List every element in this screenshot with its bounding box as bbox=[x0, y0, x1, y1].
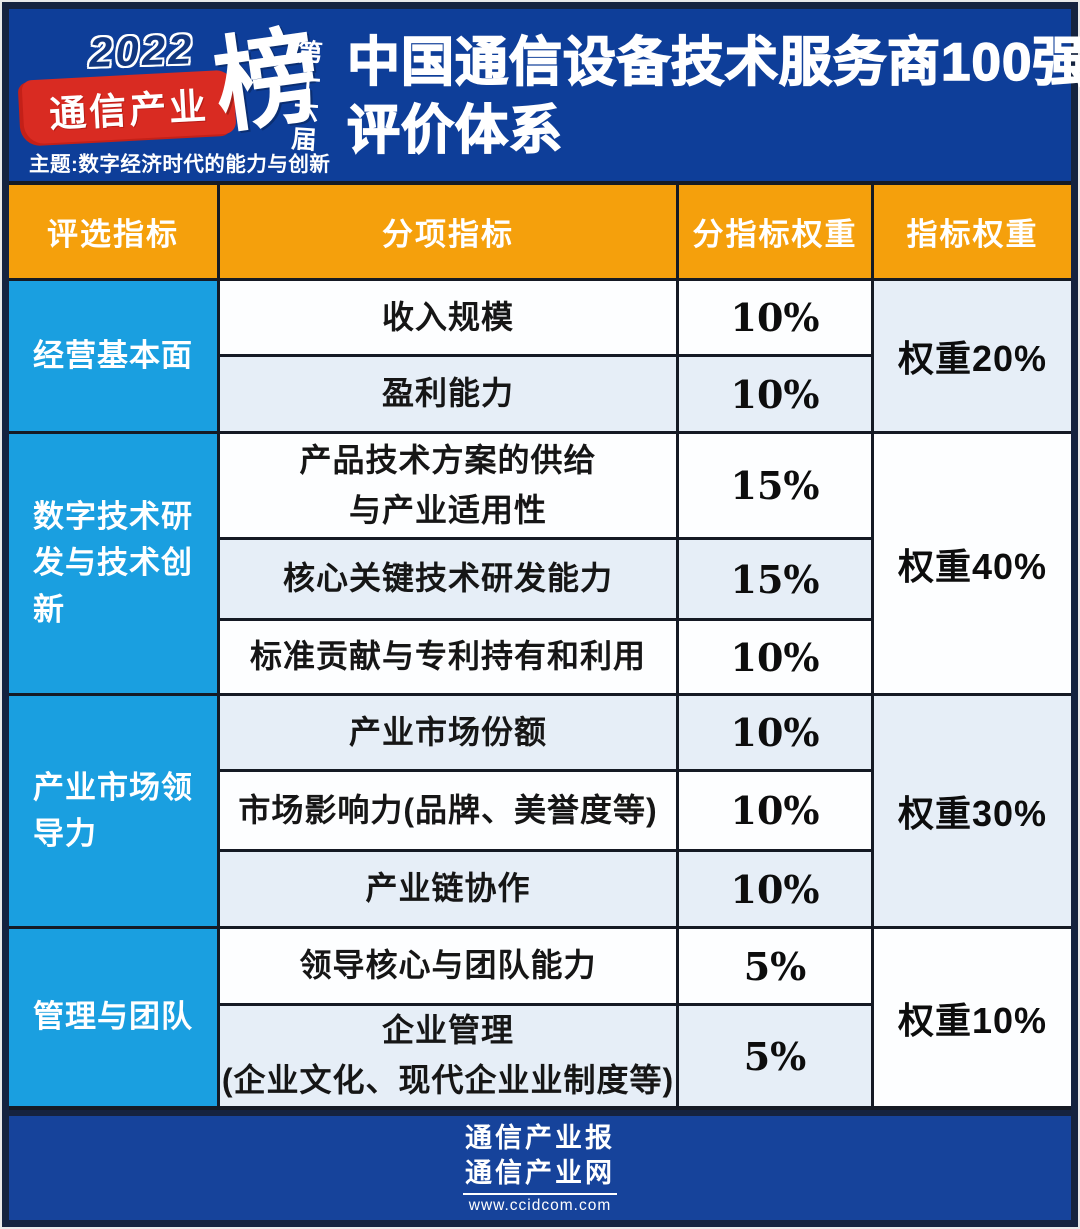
group-weight-value: 权重40% bbox=[897, 545, 1048, 587]
footer-site-name: 通信产业网 bbox=[465, 1158, 615, 1188]
sub-weight-value: 10% bbox=[730, 710, 820, 755]
sub-indicator-label: 核心关键技术研发能力 bbox=[282, 560, 613, 597]
sub-weight-value: 15% bbox=[730, 556, 820, 602]
sub-weight-value: 15% bbox=[730, 463, 820, 508]
column-header-weight: 指标权重 bbox=[874, 185, 1071, 278]
group-weight-cell: 权重20% bbox=[874, 281, 1071, 431]
sub-indicator-label: 产业链协作 bbox=[365, 870, 531, 907]
group-weight-cell: 权重10% bbox=[874, 929, 1071, 1106]
sub-indicator-label: 领导核心与团队能力 bbox=[299, 947, 597, 984]
sub-indicator-label: 收入规模 bbox=[381, 298, 514, 335]
logo-red-brush: 通信产业 bbox=[21, 69, 237, 145]
page-title-line1: 中国通信设备技术服务商100强 bbox=[346, 32, 1080, 92]
header: 2022 通信产业 榜 第十六届 主题:数字经济时代的能力与创新 中国通信设备技… bbox=[9, 9, 1080, 181]
group-weight-value: 权重10% bbox=[897, 999, 1048, 1041]
sub-indicator-cell: 收入规模 bbox=[220, 281, 676, 354]
logo-brand-text: 通信产业 bbox=[48, 85, 211, 136]
sub-indicator-cell: 标准贡献与专利持有和利用 bbox=[220, 621, 676, 693]
sub-weight-cell: 5% bbox=[679, 1006, 871, 1106]
event-logo: 2022 通信产业 榜 第十六届 主题:数字经济时代的能力与创新 bbox=[21, 12, 331, 177]
logo-theme-text: 主题:数字经济时代的能力与创新 bbox=[29, 153, 331, 176]
group-cell-management-team: 管理与团队 bbox=[9, 929, 217, 1106]
column-header-sub-weight: 分指标权重 bbox=[679, 185, 871, 278]
group-cell-digital-rnd: 数字技术研发与技术创新 bbox=[9, 434, 217, 693]
sub-weight-value: 10% bbox=[730, 634, 820, 680]
logo-edition-text: 第十六届 bbox=[286, 38, 325, 156]
footer-paper-name: 通信产业报 bbox=[465, 1122, 615, 1153]
sub-indicator-label: 标准贡献与专利持有和利用 bbox=[249, 638, 646, 675]
sub-indicator-cell: 产品技术方案的供给 与产业适用性 bbox=[220, 434, 676, 537]
sub-weight-cell: 5% bbox=[679, 929, 871, 1003]
sub-weight-value: 10% bbox=[730, 295, 820, 340]
sub-indicator-cell: 企业管理 (企业文化、现代企业业制度等) bbox=[220, 1006, 676, 1106]
column-header-criteria: 评选指标 bbox=[9, 185, 217, 278]
footer: 通信产业报 通信产业网 www.ccidcom.com bbox=[9, 1110, 1071, 1220]
sub-indicator-cell: 产业链协作 bbox=[220, 852, 676, 926]
sub-indicator-cell: 核心关键技术研发能力 bbox=[220, 540, 676, 618]
logo-year: 2022 bbox=[88, 25, 196, 76]
sub-weight-cell: 10% bbox=[679, 696, 871, 769]
sub-indicator-cell: 领导核心与团队能力 bbox=[220, 929, 676, 1003]
column-header-sub-indicator: 分项指标 bbox=[220, 185, 676, 278]
sub-weight-cell: 10% bbox=[679, 621, 871, 693]
sub-indicator-cell: 市场影响力(品牌、美誉度等) bbox=[220, 772, 676, 849]
sub-weight-cell: 10% bbox=[679, 357, 871, 431]
group-weight-cell: 权重30% bbox=[874, 696, 1071, 926]
evaluation-table: 评选指标 分项指标 分指标权重 指标权重 经营基本面 收入规模 10% 权重20… bbox=[9, 181, 1071, 1110]
sub-weight-cell: 10% bbox=[679, 772, 871, 849]
sub-weight-value: 5% bbox=[743, 943, 807, 989]
sub-weight-value: 10% bbox=[730, 788, 820, 833]
sub-weight-cell: 15% bbox=[679, 540, 871, 618]
sub-weight-value: 10% bbox=[730, 371, 820, 417]
sub-weight-cell: 10% bbox=[679, 852, 871, 926]
group-cell-fundamentals: 经营基本面 bbox=[9, 281, 217, 431]
page-title: 中国通信设备技术服务商100强 评价体系 bbox=[346, 29, 1080, 181]
sub-indicator-label: 市场影响力(品牌、美誉度等) bbox=[238, 791, 658, 828]
sub-weight-cell: 10% bbox=[679, 281, 871, 354]
sub-weight-value: 10% bbox=[730, 866, 820, 912]
group-weight-value: 权重30% bbox=[897, 793, 1048, 834]
group-cell-market-leadership: 产业市场领导力 bbox=[9, 696, 217, 926]
group-weight-value: 权重20% bbox=[897, 338, 1048, 379]
sub-indicator-cell: 盈利能力 bbox=[220, 357, 676, 431]
footer-url-divider: www.ccidcom.com bbox=[462, 1193, 618, 1215]
sub-weight-cell: 15% bbox=[679, 434, 871, 537]
group-weight-cell: 权重40% bbox=[874, 434, 1071, 693]
sub-weight-value: 5% bbox=[743, 1033, 807, 1079]
sub-indicator-label: 企业管理 (企业文化、现代企业业制度等) bbox=[221, 1012, 675, 1098]
sub-indicator-label: 盈利能力 bbox=[381, 375, 514, 412]
page-title-line2: 评价体系 bbox=[346, 100, 563, 160]
footer-url: www.ccidcom.com bbox=[468, 1197, 612, 1215]
sub-indicator-label: 产品技术方案的供给 与产业适用性 bbox=[299, 441, 597, 528]
sub-indicator-cell: 产业市场份额 bbox=[220, 696, 676, 769]
sub-indicator-label: 产业市场份额 bbox=[348, 713, 547, 750]
